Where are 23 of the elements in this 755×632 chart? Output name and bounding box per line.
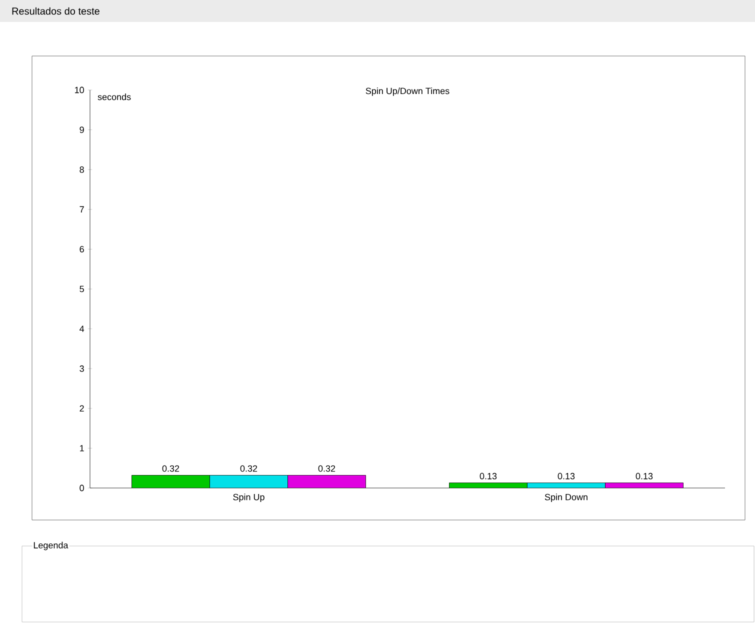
y-tick-label: 9 bbox=[80, 126, 84, 133]
y-tick-label: 4 bbox=[80, 326, 84, 332]
y-tick-label: 0 bbox=[80, 484, 84, 492]
y-tick-label: 3 bbox=[80, 365, 84, 372]
y-tick-label: 10 bbox=[75, 86, 84, 94]
y-tick-label: 7 bbox=[80, 206, 84, 212]
x-tick-label: Spin Up bbox=[233, 494, 264, 502]
text: Legenda bbox=[34, 542, 68, 550]
y-tick-label: 2 bbox=[80, 405, 84, 412]
data-label: 0.13 bbox=[636, 472, 653, 480]
y-tick-label: 8 bbox=[80, 166, 84, 173]
data-label: 0.32 bbox=[162, 465, 180, 472]
data-label: 0.13 bbox=[480, 472, 497, 480]
text: Resultados do teste bbox=[12, 7, 100, 15]
chart-title: Spin Up/Down Times bbox=[366, 88, 450, 96]
y-axis-title: seconds bbox=[98, 94, 131, 100]
y-tick-label: 1 bbox=[80, 445, 84, 452]
y-tick-label: 6 bbox=[80, 246, 84, 252]
x-tick-label: Spin Down bbox=[544, 494, 588, 502]
y-tick-label: 5 bbox=[80, 286, 84, 292]
data-label: 0.32 bbox=[240, 465, 258, 472]
data-label: 0.13 bbox=[558, 472, 575, 480]
data-label: 0.32 bbox=[318, 465, 336, 472]
